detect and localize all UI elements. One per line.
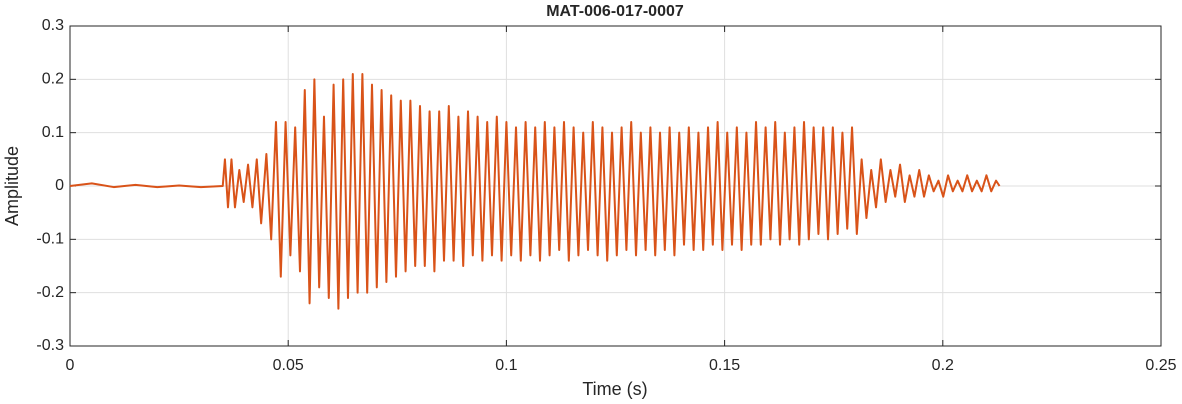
x-tick-label: 0 <box>66 357 75 374</box>
y-axis-label: Amplitude <box>2 146 22 226</box>
y-tick-label: -0.3 <box>36 337 64 354</box>
x-tick-label: 0.05 <box>273 357 304 374</box>
y-tick-label: 0.3 <box>42 17 64 34</box>
chart-title: MAT-006-017-0007 <box>546 3 684 20</box>
waveform-line <box>69 73 1001 310</box>
x-tick-label: 0.15 <box>709 357 740 374</box>
y-tick-label: 0 <box>55 177 64 194</box>
y-tick-label: -0.1 <box>36 231 64 248</box>
y-tick-label: 0.1 <box>42 124 64 141</box>
x-tick-label: 0.25 <box>1145 357 1176 374</box>
x-axis-label: Time (s) <box>582 379 647 399</box>
y-tick-label: 0.2 <box>42 71 64 88</box>
x-tick-label: 0.2 <box>932 357 954 374</box>
y-tick-label: -0.2 <box>36 284 64 301</box>
x-tick-label: 0.1 <box>495 357 517 374</box>
